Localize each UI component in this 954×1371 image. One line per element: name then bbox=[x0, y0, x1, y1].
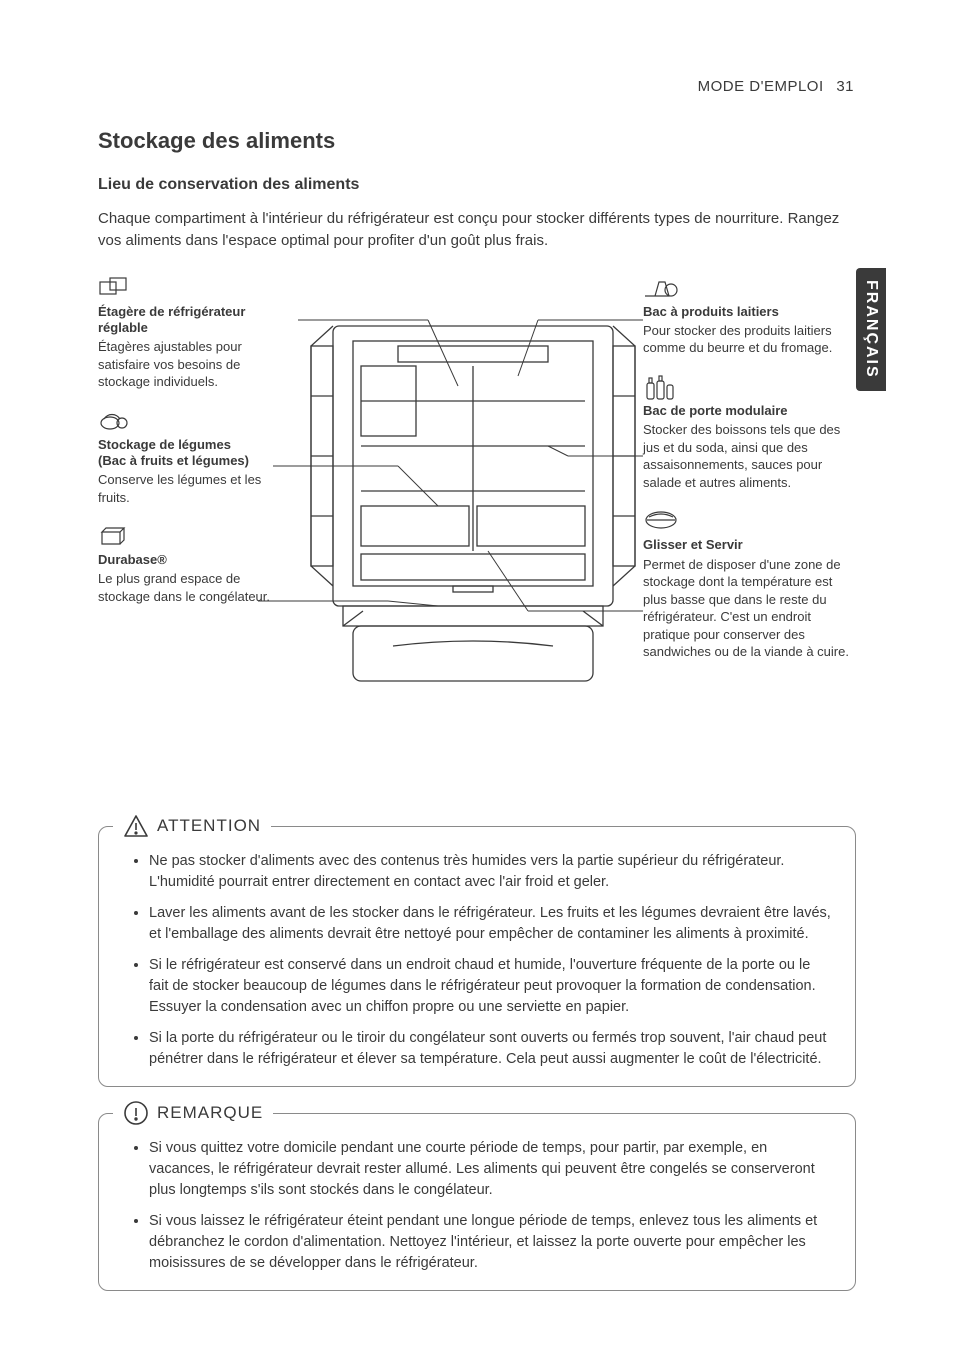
diagram-item-glide-serve: Glisser et Servir Permet de disposer d'u… bbox=[643, 509, 858, 661]
diagram-item-dairy: Bac à produits laitiers Pour stocker des… bbox=[643, 276, 858, 357]
bottles-icon bbox=[643, 375, 858, 399]
remarque-list: Si vous quittez votre domicile pendant u… bbox=[131, 1138, 831, 1274]
diagram-desc: Pour stocker des produits laitiers comme… bbox=[643, 322, 858, 357]
attention-header: ATTENTION bbox=[113, 813, 271, 839]
language-tab: FRANÇAIS bbox=[856, 268, 886, 391]
intro-paragraph: Chaque compartiment à l'intérieur du réf… bbox=[98, 208, 856, 252]
list-item: Si vous quittez votre domicile pendant u… bbox=[149, 1138, 831, 1201]
warning-triangle-icon bbox=[123, 813, 149, 839]
page-header: MODE D'EMPLOI 31 bbox=[698, 78, 854, 95]
sandwich-icon bbox=[643, 509, 858, 533]
info-circle-icon bbox=[123, 1100, 149, 1126]
drawer-icon bbox=[98, 524, 293, 548]
attention-label: ATTENTION bbox=[157, 816, 261, 836]
page-title: Stockage des aliments bbox=[98, 128, 856, 154]
list-item: Si la porte du réfrigérateur ou le tiroi… bbox=[149, 1028, 831, 1070]
diagram-left-column: Étagère de réfrigérateur réglable Étagèr… bbox=[98, 276, 293, 624]
attention-box: ATTENTION Ne pas stocker d'aliments avec… bbox=[98, 826, 856, 1087]
diagram-desc: Permet de disposer d'une zone de stockag… bbox=[643, 556, 858, 661]
vegetables-icon bbox=[98, 409, 293, 433]
diagram-item-vegetables: Stockage de légumes (Bac à fruits et lég… bbox=[98, 409, 293, 507]
diagram-item-durabase: Durabase® Le plus grand espace de stocka… bbox=[98, 524, 293, 605]
diagram-label: Glisser et Servir bbox=[643, 537, 858, 553]
fridge-illustration bbox=[303, 306, 643, 706]
diagram-item-shelf: Étagère de réfrigérateur réglable Étagèr… bbox=[98, 276, 293, 391]
header-section: MODE D'EMPLOI bbox=[698, 78, 824, 95]
remarque-box: REMARQUE Si vous quittez votre domicile … bbox=[98, 1113, 856, 1291]
diagram-label: Bac de porte modulaire bbox=[643, 403, 858, 419]
diagram-right-column: Bac à produits laitiers Pour stocker des… bbox=[643, 276, 858, 679]
diagram-label: Stockage de légumes (Bac à fruits et lég… bbox=[98, 437, 293, 470]
remarque-label: REMARQUE bbox=[157, 1103, 263, 1123]
page-number: 31 bbox=[836, 78, 854, 95]
page-subheading: Lieu de conservation des aliments bbox=[98, 176, 856, 194]
remarque-header: REMARQUE bbox=[113, 1100, 273, 1126]
diagram-label: Bac à produits laitiers bbox=[643, 304, 858, 320]
fridge-diagram: Étagère de réfrigérateur réglable Étagèr… bbox=[98, 276, 858, 786]
diagram-desc: Étagères ajustables pour satisfaire vos … bbox=[98, 338, 293, 391]
shelf-icon bbox=[98, 276, 293, 300]
attention-list: Ne pas stocker d'aliments avec des conte… bbox=[131, 851, 831, 1070]
list-item: Ne pas stocker d'aliments avec des conte… bbox=[149, 851, 831, 893]
diagram-desc: Stocker des boissons tels que des jus et… bbox=[643, 421, 858, 491]
page: MODE D'EMPLOI 31 FRANÇAIS Stockage des a… bbox=[0, 0, 954, 1371]
list-item: Si le réfrigérateur est conservé dans un… bbox=[149, 955, 831, 1018]
diagram-item-door-bin: Bac de porte modulaire Stocker des boiss… bbox=[643, 375, 858, 491]
diagram-label: Durabase® bbox=[98, 552, 293, 568]
list-item: Laver les aliments avant de les stocker … bbox=[149, 903, 831, 945]
diagram-desc: Conserve les légumes et les fruits. bbox=[98, 471, 293, 506]
dairy-icon bbox=[643, 276, 858, 300]
diagram-desc: Le plus grand espace de stockage dans le… bbox=[98, 570, 293, 605]
diagram-label: Étagère de réfrigérateur réglable bbox=[98, 304, 293, 337]
list-item: Si vous laissez le réfrigérateur éteint … bbox=[149, 1211, 831, 1274]
